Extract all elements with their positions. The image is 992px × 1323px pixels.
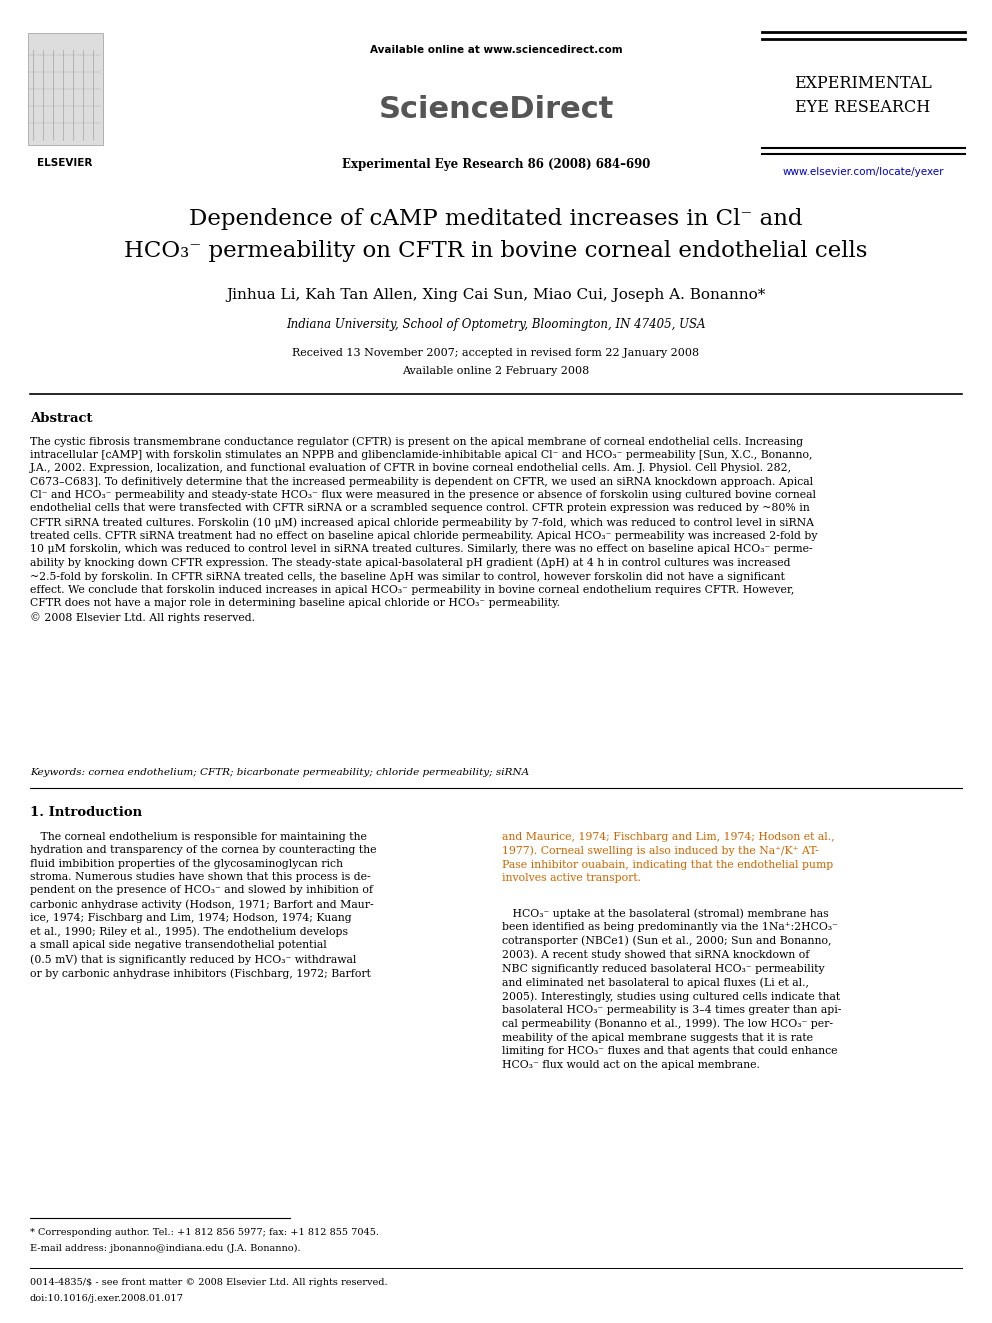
Text: Keywords: cornea endothelium; CFTR; bicarbonate permeability; chloride permeabil: Keywords: cornea endothelium; CFTR; bica… [30, 767, 529, 777]
Text: HCO₃⁻ uptake at the basolateral (stromal) membrane has
been identified as being : HCO₃⁻ uptake at the basolateral (stromal… [502, 908, 841, 1069]
Text: Experimental Eye Research 86 (2008) 684–690: Experimental Eye Research 86 (2008) 684–… [342, 157, 650, 171]
Text: ELSEVIER: ELSEVIER [38, 157, 92, 168]
Text: and Maurice, 1974; Fischbarg and Lim, 1974; Hodson et al.,
1977). Corneal swelli: and Maurice, 1974; Fischbarg and Lim, 19… [502, 832, 834, 882]
Text: 1. Introduction: 1. Introduction [30, 806, 142, 819]
Text: Available online 2 February 2008: Available online 2 February 2008 [403, 366, 589, 376]
Text: Indiana University, School of Optometry, Bloomington, IN 47405, USA: Indiana University, School of Optometry,… [287, 318, 705, 331]
Text: E-mail address: jbonanno@indiana.edu (J.A. Bonanno).: E-mail address: jbonanno@indiana.edu (J.… [30, 1244, 301, 1253]
Text: Available online at www.sciencedirect.com: Available online at www.sciencedirect.co… [370, 45, 622, 56]
Text: doi:10.1016/j.exer.2008.01.017: doi:10.1016/j.exer.2008.01.017 [30, 1294, 184, 1303]
Text: Jinhua Li, Kah Tan Allen, Xing Cai Sun, Miao Cui, Joseph A. Bonanno*: Jinhua Li, Kah Tan Allen, Xing Cai Sun, … [226, 288, 766, 302]
Bar [28, 33, 103, 146]
Text: * Corresponding author. Tel.: +1 812 856 5977; fax: +1 812 855 7045.: * Corresponding author. Tel.: +1 812 856… [30, 1228, 379, 1237]
Text: HCO₃⁻ permeability on CFTR in bovine corneal endothelial cells: HCO₃⁻ permeability on CFTR in bovine cor… [124, 239, 868, 262]
Text: The cystic fibrosis transmembrane conductance regulator (CFTR) is present on the: The cystic fibrosis transmembrane conduc… [30, 437, 817, 623]
Text: EXPERIMENTAL
EYE RESEARCH: EXPERIMENTAL EYE RESEARCH [795, 75, 931, 115]
Text: Abstract: Abstract [30, 411, 92, 425]
Text: The corneal endothelium is responsible for maintaining the
hydration and transpa: The corneal endothelium is responsible f… [30, 832, 377, 979]
Text: www.elsevier.com/locate/yexer: www.elsevier.com/locate/yexer [783, 167, 943, 177]
Text: 0014-4835/$ - see front matter © 2008 Elsevier Ltd. All rights reserved.: 0014-4835/$ - see front matter © 2008 El… [30, 1278, 388, 1287]
Text: Dependence of cAMP meditated increases in Cl⁻ and: Dependence of cAMP meditated increases i… [189, 208, 803, 230]
Text: ScienceDirect: ScienceDirect [378, 95, 614, 124]
Text: Received 13 November 2007; accepted in revised form 22 January 2008: Received 13 November 2007; accepted in r… [293, 348, 699, 359]
